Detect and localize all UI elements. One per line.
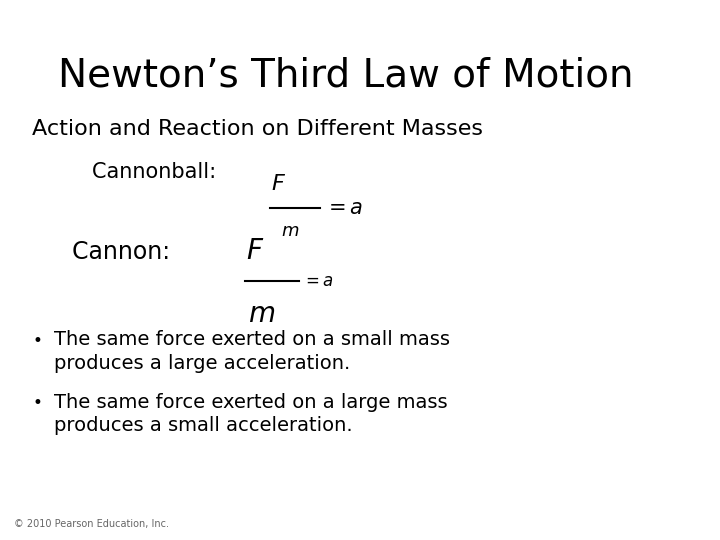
Text: $\mathbf{\mathit{F}}$: $\mathbf{\mathit{F}}$ — [271, 174, 287, 194]
Text: produces a large acceleration.: produces a large acceleration. — [54, 354, 350, 373]
Text: Newton’s Third Law of Motion: Newton’s Third Law of Motion — [58, 57, 633, 94]
Text: Action and Reaction on Different Masses: Action and Reaction on Different Masses — [32, 119, 483, 139]
Text: Cannonball:: Cannonball: — [92, 162, 223, 182]
Text: •: • — [32, 394, 42, 412]
Text: $\mathbf{\mathit{F}}$: $\mathbf{\mathit{F}}$ — [246, 237, 264, 265]
Text: Cannon:: Cannon: — [72, 240, 178, 264]
Text: produces a small acceleration.: produces a small acceleration. — [54, 416, 353, 435]
Text: The same force exerted on a large mass: The same force exerted on a large mass — [54, 393, 448, 411]
Text: $\mathit{= a}$: $\mathit{= a}$ — [302, 272, 334, 290]
Text: $= \mathbf{\mathit{a}}$: $= \mathbf{\mathit{a}}$ — [324, 198, 363, 218]
Text: •: • — [32, 332, 42, 350]
Text: $\mathit{m}$: $\mathit{m}$ — [281, 222, 299, 240]
Text: The same force exerted on a small mass: The same force exerted on a small mass — [54, 330, 450, 349]
Text: © 2010 Pearson Education, Inc.: © 2010 Pearson Education, Inc. — [14, 519, 169, 529]
Text: $\mathbf{\mathit{m}}$: $\mathbf{\mathit{m}}$ — [248, 300, 276, 328]
